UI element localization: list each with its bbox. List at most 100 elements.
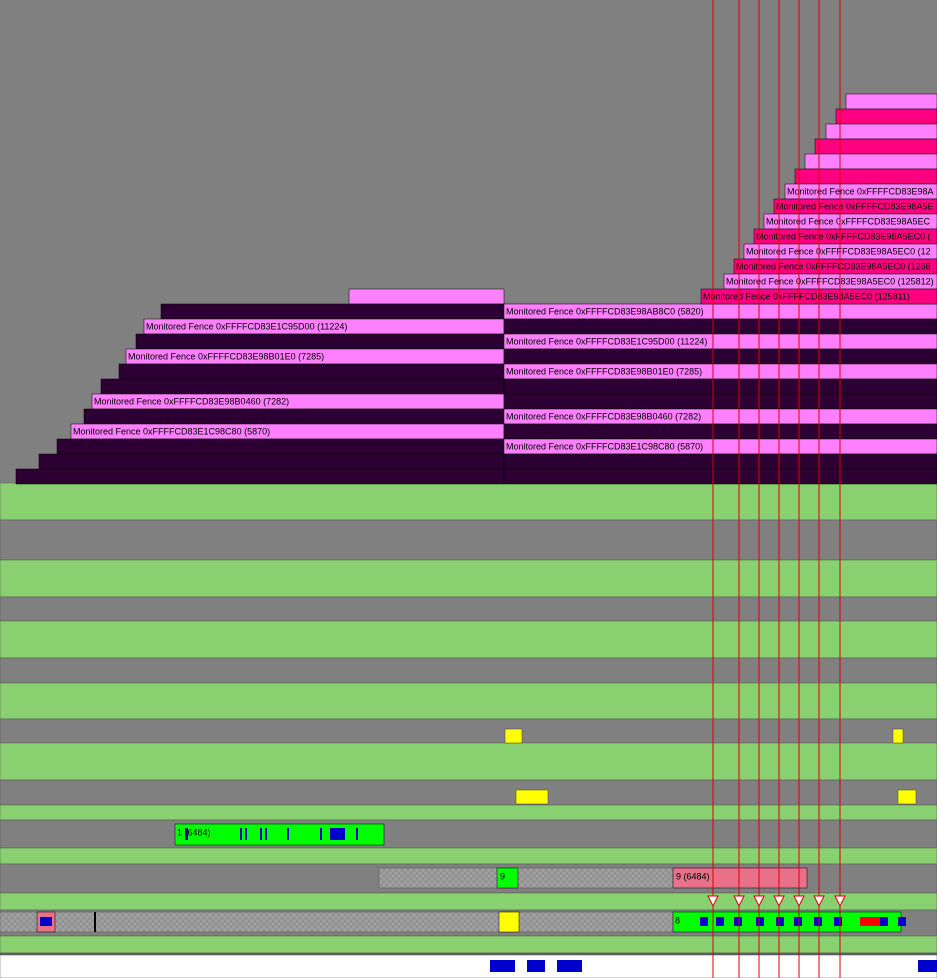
packet-label: 9 (6484) — [676, 871, 710, 881]
packet-segment — [860, 917, 880, 926]
fence-bar — [503, 423, 937, 440]
packet-label: 8 — [675, 915, 680, 925]
lane — [0, 682, 937, 720]
packet-segment — [40, 917, 52, 926]
cpu-block — [490, 960, 515, 972]
fence-bar — [804, 153, 937, 170]
fence-bar — [814, 138, 937, 155]
fence-label: Monitored Fence 0xFFFFCD83E98A5EC0 (1258… — [726, 276, 934, 286]
fence-label: Monitored Fence 0xFFFFCD83E98B0460 (7282… — [506, 411, 701, 421]
packet-segment — [265, 828, 267, 840]
fence-bar — [15, 468, 505, 485]
fence-label: Monitored Fence 0xFFFFCD83E1C95D00 (1122… — [146, 321, 347, 331]
lane — [0, 596, 937, 622]
fence-bar — [503, 318, 937, 335]
packet-segment — [834, 917, 842, 926]
packet — [498, 911, 520, 933]
event-block — [892, 728, 904, 744]
packet — [672, 867, 808, 889]
vsync-marker — [813, 895, 825, 908]
packet-segment — [287, 828, 289, 840]
fence-label: Monitored Fence 0xFFFFCD83E98B01E0 (7285… — [506, 366, 702, 376]
fence-label: Monitored Fence 0xFFFFCD83E98A5EC0 (12 — [746, 246, 931, 256]
fence-bar — [56, 438, 505, 455]
fence-bar — [503, 393, 937, 410]
packet-segment — [756, 917, 764, 926]
fence-label: Monitored Fence 0xFFFFCD83E98B0460 (7282… — [94, 396, 289, 406]
packet-segment — [734, 917, 742, 926]
cpu-block — [527, 960, 545, 972]
marker — [94, 912, 96, 932]
packet — [496, 867, 519, 889]
fence-bar — [38, 453, 505, 470]
packet-segment — [330, 828, 345, 840]
packet-segment — [794, 917, 802, 926]
lane — [0, 718, 937, 744]
fence-bar — [503, 468, 937, 485]
fence-bar — [845, 93, 937, 110]
fence-bar — [160, 303, 505, 320]
fence-label: Monitored Fence 0xFFFFCD83E98B01E0 (7285… — [128, 351, 324, 361]
lane — [0, 620, 937, 659]
packet-segment — [245, 828, 247, 840]
fence-label: Monitored Fence 0xFFFFCD83E98A5E — [776, 201, 934, 211]
packet-segment — [814, 917, 822, 926]
vsync-marker — [707, 895, 719, 908]
vsync-marker — [733, 895, 745, 908]
packet-segment — [880, 917, 888, 926]
packet-segment — [776, 917, 784, 926]
fence-label: Monitored Fence 0xFFFFCD83E1C98C80 (5870… — [506, 441, 703, 451]
vsync-marker — [834, 895, 846, 908]
vsync-marker — [753, 895, 765, 908]
fence-label: Monitored Fence 0xFFFFCD83E98A — [787, 186, 934, 196]
lane — [0, 519, 937, 561]
fence-bar — [503, 348, 937, 365]
event-block — [504, 728, 523, 744]
vsync-marker — [793, 895, 805, 908]
lane — [0, 779, 937, 806]
lane — [0, 819, 937, 849]
vsync-marker — [773, 895, 785, 908]
lane — [0, 657, 937, 684]
lane — [0, 847, 937, 865]
packet-segment — [185, 828, 188, 840]
packet-segment — [716, 917, 724, 926]
fence-label: Monitored Fence 0xFFFFCD83E98A5EC0 (1258… — [703, 291, 910, 301]
fence-label: Monitored Fence 0xFFFFCD83E98A5EC — [766, 216, 931, 226]
lane — [0, 952, 937, 956]
packet-segment — [320, 828, 322, 840]
event-block — [515, 789, 549, 805]
lane — [0, 482, 937, 521]
fence-bar — [503, 453, 937, 470]
packet-segment — [260, 828, 262, 840]
queue-wait — [0, 911, 674, 933]
fence-bar — [348, 288, 505, 305]
packet-label: 9 — [500, 871, 505, 881]
fence-bar — [100, 378, 505, 395]
fence-label: Monitored Fence 0xFFFFCD83E1C95D00 (1122… — [506, 336, 707, 346]
cpu-block — [557, 960, 582, 972]
packet-segment — [356, 828, 358, 840]
fence-label: Monitored Fence 0xFFFFCD83E98A5EC0 ( — [756, 231, 931, 241]
lane — [0, 804, 937, 821]
event-block — [897, 789, 917, 805]
fence-label: Monitored Fence 0xFFFFCD83E98A5EC0 (1268 — [736, 261, 931, 271]
fence-bar — [794, 168, 937, 185]
fence-label: Monitored Fence 0xFFFFCD83E1C98C80 (5870… — [73, 426, 270, 436]
fence-bar — [135, 333, 505, 350]
fence-bar — [835, 108, 937, 125]
queue-wait — [378, 867, 674, 889]
lane — [0, 742, 937, 781]
fence-bar — [825, 123, 937, 140]
packet-segment — [898, 917, 906, 926]
packet-label: 1 (6484) — [177, 827, 211, 837]
lane — [0, 935, 937, 954]
lane — [0, 954, 937, 978]
fence-bar — [118, 363, 505, 380]
cpu-block — [918, 960, 937, 972]
lane — [0, 559, 937, 598]
packet-segment — [700, 917, 708, 926]
packet-segment — [240, 828, 242, 840]
fence-label: Monitored Fence 0xFFFFCD83E98AB8C0 (5820… — [506, 306, 704, 316]
